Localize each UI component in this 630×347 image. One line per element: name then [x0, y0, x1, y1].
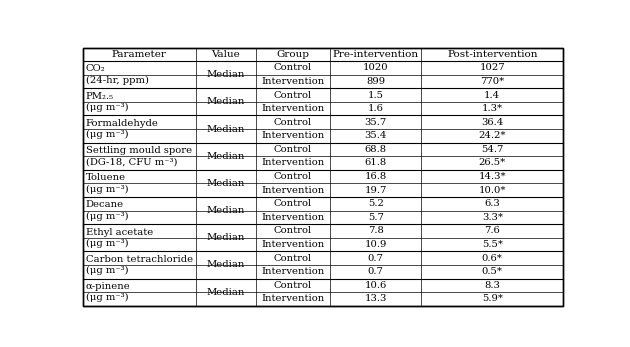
Text: 5.5*: 5.5* — [482, 240, 503, 249]
Bar — [83, 170, 563, 183]
Text: Intervention: Intervention — [261, 240, 324, 249]
Bar — [83, 265, 563, 279]
Text: 14.3*: 14.3* — [478, 172, 506, 181]
Text: Control: Control — [274, 118, 312, 127]
Text: 0.7: 0.7 — [368, 254, 384, 263]
Text: Intervention: Intervention — [261, 131, 324, 140]
Text: Median: Median — [207, 233, 245, 242]
Text: Control: Control — [274, 91, 312, 100]
Text: 5.2: 5.2 — [368, 199, 384, 208]
Text: PM₂.₅
(μg m⁻³): PM₂.₅ (μg m⁻³) — [86, 92, 129, 112]
Text: Control: Control — [274, 254, 312, 263]
Text: 6.3: 6.3 — [484, 199, 500, 208]
Bar — [83, 211, 563, 224]
Text: 1.4: 1.4 — [484, 91, 500, 100]
Text: 10.0*: 10.0* — [479, 186, 506, 195]
Text: Toluene
(μg m⁻³): Toluene (μg m⁻³) — [86, 173, 129, 194]
Text: Median: Median — [207, 288, 245, 297]
Text: Control: Control — [274, 227, 312, 236]
Text: 10.6: 10.6 — [365, 281, 387, 290]
Text: Group: Group — [277, 50, 309, 59]
Text: 0.7: 0.7 — [368, 267, 384, 276]
Text: Median: Median — [207, 97, 245, 106]
Text: Intervention: Intervention — [261, 159, 324, 168]
Text: Control: Control — [274, 281, 312, 290]
Text: 1.6: 1.6 — [368, 104, 384, 113]
Text: 68.8: 68.8 — [365, 145, 387, 154]
Text: 0.6*: 0.6* — [482, 254, 503, 263]
Bar — [83, 143, 563, 156]
Text: Median: Median — [207, 206, 245, 215]
Text: 899: 899 — [366, 77, 386, 86]
Text: α-pinene
(μg m⁻³): α-pinene (μg m⁻³) — [86, 282, 130, 302]
Text: 61.8: 61.8 — [365, 159, 387, 168]
Text: 8.3: 8.3 — [484, 281, 500, 290]
Text: 1020: 1020 — [363, 63, 389, 72]
Text: 35.4: 35.4 — [365, 131, 387, 140]
Text: 16.8: 16.8 — [365, 172, 387, 181]
Text: 770*: 770* — [480, 77, 505, 86]
Text: Median: Median — [207, 70, 245, 79]
Bar — [83, 102, 563, 116]
Text: Control: Control — [274, 199, 312, 208]
Text: Pre-intervention: Pre-intervention — [333, 50, 419, 59]
Text: Intervention: Intervention — [261, 267, 324, 276]
Text: Intervention: Intervention — [261, 77, 324, 86]
Bar — [83, 224, 563, 238]
Text: 1027: 1027 — [479, 63, 505, 72]
Text: Ethyl acetate
(μg m⁻³): Ethyl acetate (μg m⁻³) — [86, 228, 153, 248]
Bar — [83, 88, 563, 102]
Text: 1.5: 1.5 — [368, 91, 384, 100]
Bar — [83, 197, 563, 211]
Bar — [83, 116, 563, 129]
Bar — [83, 183, 563, 197]
Bar — [83, 238, 563, 251]
Text: CO₂
(24-hr, ppm): CO₂ (24-hr, ppm) — [86, 65, 149, 85]
Text: 5.9*: 5.9* — [482, 295, 503, 304]
Text: Intervention: Intervention — [261, 295, 324, 304]
Text: 26.5*: 26.5* — [479, 159, 506, 168]
Text: 1.3*: 1.3* — [482, 104, 503, 113]
Text: Parameter: Parameter — [112, 50, 166, 59]
Text: Formaldehyde
(μg m⁻³): Formaldehyde (μg m⁻³) — [86, 119, 159, 139]
Text: Intervention: Intervention — [261, 213, 324, 222]
Text: Control: Control — [274, 63, 312, 72]
Text: 0.5*: 0.5* — [482, 267, 503, 276]
Text: 3.3*: 3.3* — [482, 213, 503, 222]
Text: 5.7: 5.7 — [368, 213, 384, 222]
Text: Settling mould spore
(DG-18, CFU m⁻³): Settling mould spore (DG-18, CFU m⁻³) — [86, 146, 192, 166]
Bar — [83, 75, 563, 88]
Text: 10.9: 10.9 — [365, 240, 387, 249]
Text: 13.3: 13.3 — [365, 295, 387, 304]
Text: Median: Median — [207, 179, 245, 188]
Text: Median: Median — [207, 261, 245, 270]
Bar — [83, 279, 563, 292]
Bar — [83, 156, 563, 170]
Text: Intervention: Intervention — [261, 104, 324, 113]
Bar — [83, 292, 563, 306]
Text: Intervention: Intervention — [261, 186, 324, 195]
Text: 24.2*: 24.2* — [479, 131, 506, 140]
Text: Control: Control — [274, 172, 312, 181]
Text: Post-intervention: Post-intervention — [447, 50, 537, 59]
Text: 35.7: 35.7 — [365, 118, 387, 127]
Text: Median: Median — [207, 125, 245, 134]
Bar — [83, 61, 563, 75]
Text: Control: Control — [274, 145, 312, 154]
Bar — [83, 48, 563, 61]
Text: Value: Value — [211, 50, 240, 59]
Text: Median: Median — [207, 152, 245, 161]
Text: 54.7: 54.7 — [481, 145, 503, 154]
Text: Decane
(μg m⁻³): Decane (μg m⁻³) — [86, 201, 129, 221]
Text: 7.8: 7.8 — [368, 227, 384, 236]
Text: 7.6: 7.6 — [484, 227, 500, 236]
Text: 19.7: 19.7 — [365, 186, 387, 195]
Text: 36.4: 36.4 — [481, 118, 503, 127]
Bar — [83, 129, 563, 143]
Bar — [83, 251, 563, 265]
Text: Carbon tetrachloride
(μg m⁻³): Carbon tetrachloride (μg m⁻³) — [86, 255, 193, 275]
